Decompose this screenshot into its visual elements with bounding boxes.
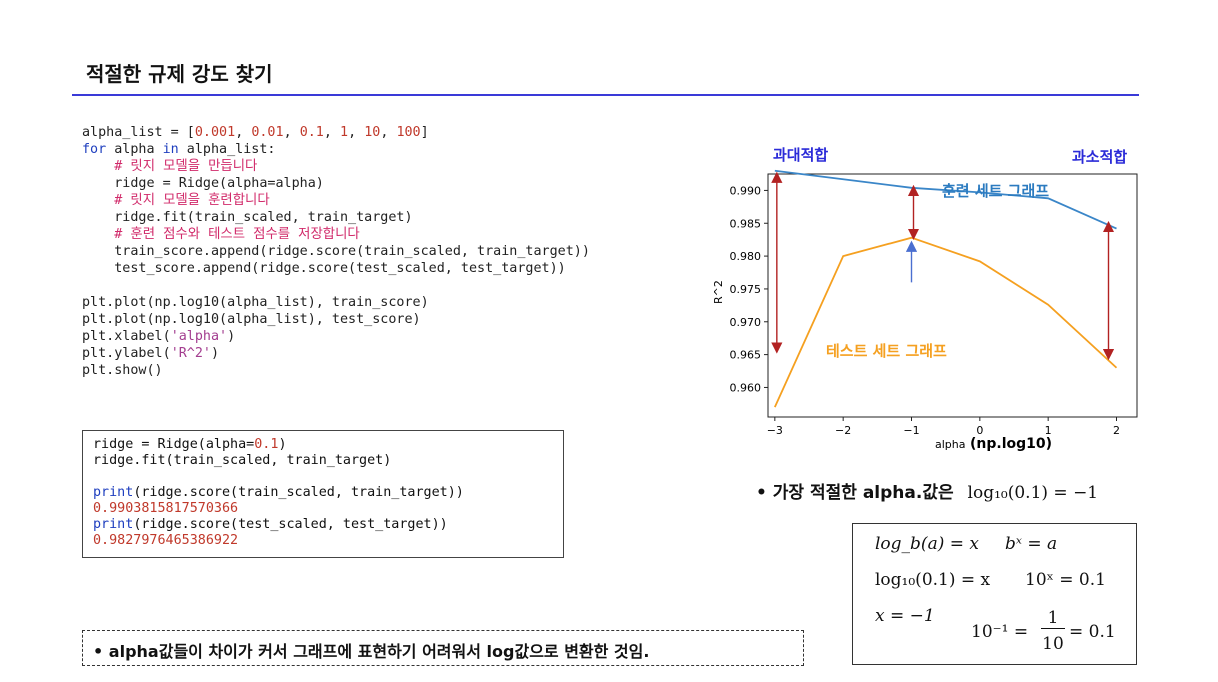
x-axis-label: alpha	[935, 438, 966, 451]
code-line: 0.9903815817570366	[93, 501, 239, 516]
code-line: plt.show()	[82, 363, 163, 378]
y-tick-label: 0.990	[730, 184, 762, 197]
x-tick-label: −1	[903, 424, 919, 437]
test-score-line	[774, 236, 1118, 408]
best-alpha-text: • 가장 적절한 alpha.값은	[756, 483, 954, 503]
test-series-label: 테스트 세트 그래프	[826, 342, 947, 360]
code-line: # 훈련 점수와 테스트 점수를 저장합니다	[114, 227, 360, 242]
code-line	[93, 469, 464, 485]
code-line: train_score.append(ridge.score(train_sca…	[82, 244, 590, 259]
y-tick-label: 0.960	[730, 381, 762, 394]
code-line: ridge.fit(train_scaled, train_target)	[82, 210, 413, 225]
code-line: ridge = Ridge(alpha=0.1)	[93, 437, 287, 452]
code-line: print(ridge.score(train_scaled, train_ta…	[93, 485, 464, 500]
y-tick-label: 0.965	[730, 349, 762, 362]
code-line	[82, 277, 590, 294]
plot-frame	[767, 173, 1138, 418]
formula-log-value: log₁₀(0.1) = x	[875, 570, 991, 590]
note-box: • alpha값들이 차이가 커서 그래프에 표현하기 어려워서 log값으로 …	[82, 630, 804, 666]
best-alpha-bullet: • 가장 적절한 alpha.값은 log₁₀(0.1) = −1	[756, 478, 1098, 503]
code-line: plt.xlabel('alpha')	[82, 329, 236, 344]
r2-chart: 0.960 0.965 0.970 0.975 0.980 0.985 0.990 −3 −2…	[712, 146, 1138, 452]
fraction-numerator: 1	[1041, 608, 1065, 629]
overfit-label: 과대적합	[773, 146, 828, 164]
code-line: plt.ylabel('R^2')	[82, 346, 220, 361]
code-line: for alpha in alpha_list:	[82, 142, 276, 157]
note-text: • alpha값들이 차이가 커서 그래프에 표현하기 어려워서 log값으로 …	[93, 642, 650, 661]
y-tick-label: 0.970	[730, 316, 762, 329]
formula-exp-result: = 0.1	[1069, 622, 1116, 642]
best-alpha-formula: log₁₀(0.1) = −1	[967, 483, 1099, 503]
code-line: # 릿지 모델을 훈련합니다	[114, 193, 270, 208]
code-line: alpha_list = [0.001, 0.01, 0.1, 1, 10, 1…	[82, 125, 429, 140]
y-tick-label: 0.980	[730, 250, 762, 263]
code-block-training: alpha_list = [0.001, 0.01, 0.1, 1, 10, 1…	[82, 124, 590, 379]
code-line: ridge.fit(train_scaled, train_target)	[93, 453, 392, 468]
x-axis-extra-label: (np.log10)	[970, 436, 1052, 452]
code-line: plt.plot(np.log10(alpha_list), test_scor…	[82, 312, 421, 327]
x-tick-label: 1	[1045, 424, 1052, 437]
log-formula-box: log_b(a) = x bˣ = a log₁₀(0.1) = x 10ˣ =…	[852, 523, 1137, 665]
y-tick-label: 0.975	[730, 283, 762, 296]
underfit-label: 과소적합	[1072, 148, 1127, 166]
train-score-line	[774, 169, 1117, 230]
train-series-label: 훈련 세트 그래프	[942, 182, 1049, 200]
code-line: plt.plot(np.log10(alpha_list), train_sco…	[82, 295, 429, 310]
formula-exp-check: 10⁻¹ =	[971, 622, 1029, 642]
x-tick-label: −2	[835, 424, 851, 437]
code-line: 0.9827976465386922	[93, 533, 239, 548]
code-block-ridge-box: ridge = Ridge(alpha=0.1) ridge.fit(train_…	[82, 430, 564, 558]
code-line: ridge = Ridge(alpha=alpha)	[82, 176, 324, 191]
x-tick-label: 2	[1113, 424, 1120, 437]
formula-log-def: log_b(a) = x	[875, 534, 979, 554]
slide-title: 적절한 규제 강도 찾기	[86, 62, 273, 86]
fraction-denominator: 10	[1042, 634, 1064, 654]
code-block-ridge: ridge = Ridge(alpha=0.1) ridge.fit(train_…	[93, 437, 464, 549]
x-tick-label: 0	[976, 424, 983, 437]
code-line: test_score.append(ridge.score(test_scale…	[82, 261, 566, 276]
formula-exp-value: 10ˣ = 0.1	[1025, 570, 1106, 590]
title-divider	[72, 94, 1139, 96]
formula-exp-def: bˣ = a	[1005, 534, 1058, 554]
formula-x-result: x = −1	[875, 606, 935, 626]
y-tick-label: 0.985	[730, 217, 762, 230]
x-tick-label: −3	[767, 424, 783, 437]
code-line: print(ridge.score(test_scaled, test_targ…	[93, 517, 448, 532]
code-line: # 릿지 모델을 만듭니다	[114, 159, 258, 174]
y-axis-label: R^2	[712, 280, 725, 304]
